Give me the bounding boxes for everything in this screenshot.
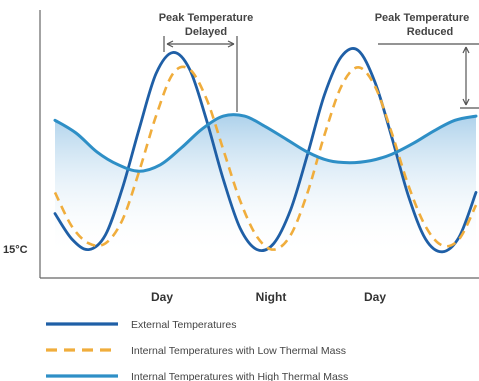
annotation-reduced-line1: Peak Temperature <box>375 12 470 24</box>
annotation-delayed-line1: Peak Temperature <box>159 12 254 24</box>
x-tick-label: Night <box>256 290 287 304</box>
x-tick-label: Day <box>151 290 173 304</box>
annotation-delayed <box>163 36 238 112</box>
series-low-thermal-mass-line <box>53 65 478 251</box>
legend: External Temperatures Internal Temperatur… <box>46 319 348 381</box>
legend-label: External Temperatures <box>131 319 236 331</box>
legend-label: Internal Temperatures with Low Thermal M… <box>131 345 346 357</box>
legend-label: Internal Temperatures with High Thermal … <box>131 371 348 381</box>
annotation-reduced-line2: Reduced <box>407 26 453 38</box>
series-external-temperatures-line <box>53 47 478 254</box>
y-tick-label: 15°C <box>3 244 28 256</box>
series-high-thermal-mass-line <box>53 113 478 173</box>
annotation-delayed-line2: Delayed <box>185 26 227 38</box>
x-tick-label: Day <box>364 290 386 304</box>
annotation-reduced <box>378 43 479 109</box>
high-thermal-mass-area <box>55 114 476 256</box>
x-tick-labels: Day Night Day <box>151 290 386 304</box>
